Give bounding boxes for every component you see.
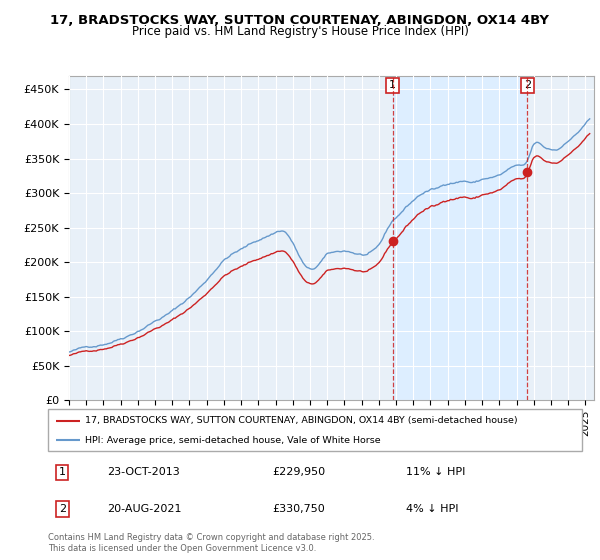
- Text: 1: 1: [59, 468, 65, 478]
- Text: HPI: Average price, semi-detached house, Vale of White Horse: HPI: Average price, semi-detached house,…: [85, 436, 381, 445]
- Text: 11% ↓ HPI: 11% ↓ HPI: [406, 468, 465, 478]
- Text: 2: 2: [524, 81, 531, 91]
- Text: 1: 1: [389, 81, 396, 91]
- Text: £330,750: £330,750: [272, 504, 325, 514]
- Bar: [392, 76, 527, 400]
- Text: 20-AUG-2021: 20-AUG-2021: [107, 504, 181, 514]
- Text: Contains HM Land Registry data © Crown copyright and database right 2025.
This d: Contains HM Land Registry data © Crown c…: [48, 533, 374, 553]
- Text: 4% ↓ HPI: 4% ↓ HPI: [406, 504, 458, 514]
- Text: Price paid vs. HM Land Registry's House Price Index (HPI): Price paid vs. HM Land Registry's House …: [131, 25, 469, 38]
- Text: 2: 2: [59, 504, 66, 514]
- Text: 17, BRADSTOCKS WAY, SUTTON COURTENAY, ABINGDON, OX14 4BY (semi-detached house): 17, BRADSTOCKS WAY, SUTTON COURTENAY, AB…: [85, 416, 518, 425]
- Text: 23-OCT-2013: 23-OCT-2013: [107, 468, 179, 478]
- Text: £229,950: £229,950: [272, 468, 325, 478]
- Text: 17, BRADSTOCKS WAY, SUTTON COURTENAY, ABINGDON, OX14 4BY: 17, BRADSTOCKS WAY, SUTTON COURTENAY, AB…: [50, 14, 550, 27]
